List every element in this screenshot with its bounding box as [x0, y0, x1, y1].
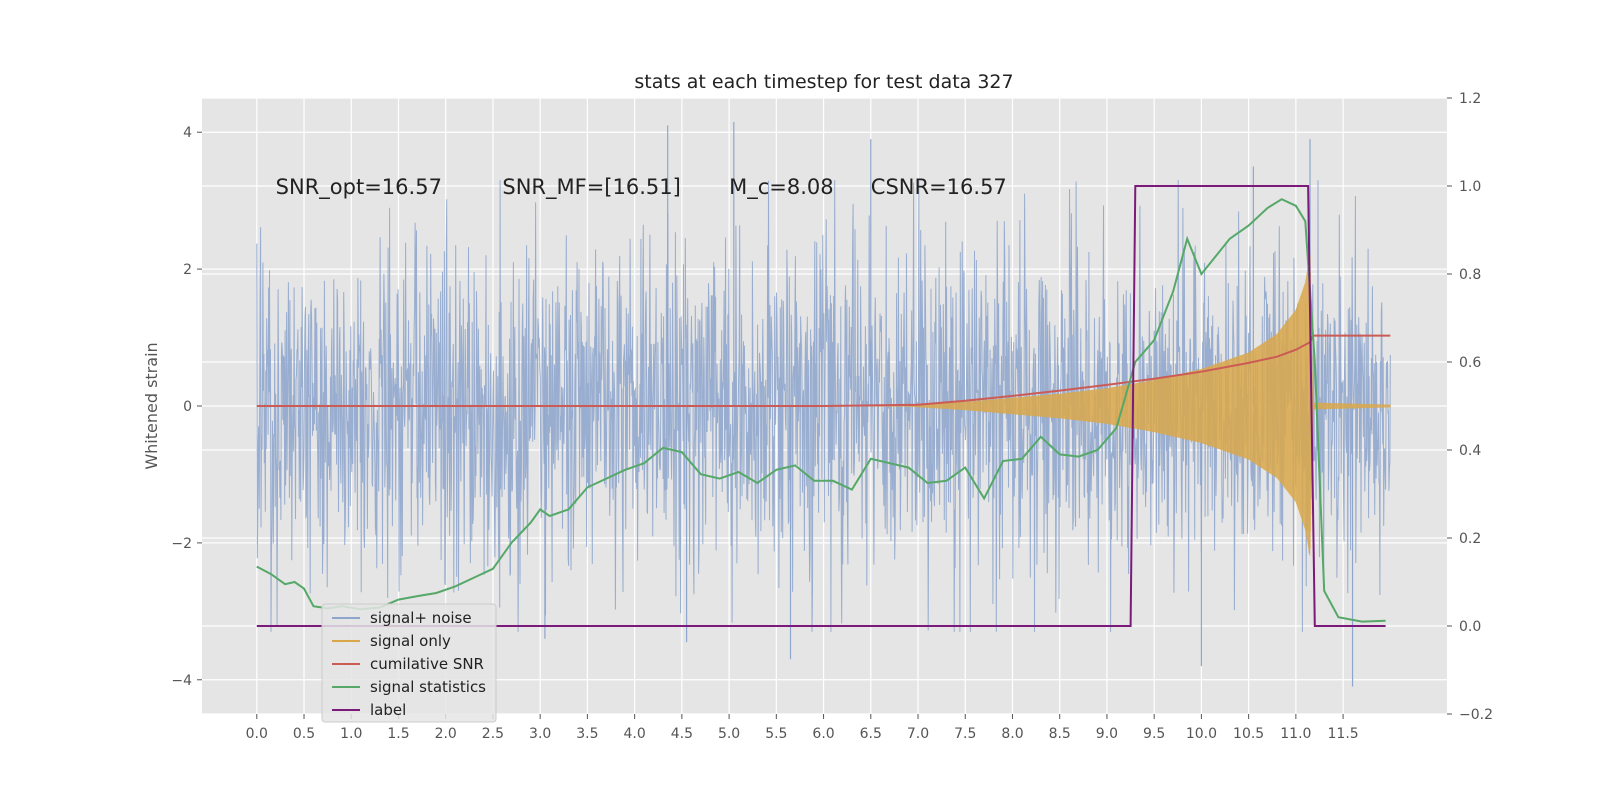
- x-tick-label-6: 3.0: [529, 726, 551, 742]
- x-tick-label-1: 0.5: [293, 726, 315, 742]
- y2-tick-label-2: 0.2: [1459, 531, 1481, 547]
- x-tick-label-0: 0.0: [246, 726, 268, 742]
- y2-tick-label-4: 0.6: [1459, 355, 1481, 371]
- chart-title: stats at each timestep for test data 327: [634, 71, 1013, 93]
- legend: signal+ noise signal only cumilative SNR si…: [321, 603, 497, 723]
- x-tick-label-23: 11.5: [1328, 726, 1359, 742]
- x-tick-label-8: 4.0: [623, 726, 645, 742]
- annotation-3: CSNR=16.57: [871, 175, 1007, 199]
- y2-tick-label-6: 1.0: [1459, 179, 1481, 195]
- x-tick-label-17: 8.5: [1049, 726, 1071, 742]
- x-tick-label-22: 11.0: [1280, 726, 1311, 742]
- y-tick-label-0: −4: [171, 673, 192, 689]
- x-tick-label-21: 10.5: [1233, 726, 1264, 742]
- x-tick-label-12: 6.0: [812, 726, 834, 742]
- x-tick-label-9: 4.5: [671, 726, 693, 742]
- annotation-2: M_c=8.08: [729, 175, 834, 200]
- x-tick-label-19: 9.5: [1143, 726, 1165, 742]
- x-tick-label-13: 6.5: [860, 726, 882, 742]
- annotations: SNR_opt=16.57 SNR_MF=[16.51] M_c=8.08 CSNR=…: [276, 175, 1007, 200]
- y2-tick-label-7: 1.2: [1459, 91, 1481, 107]
- axes: 0.0 0.5 1.0 1.5 2.0 2.5 3.0 3.5 4.0 4.5 5.0 5.5 6.0 6…: [171, 91, 1493, 742]
- y-tick-label-4: 4: [183, 125, 192, 141]
- x-tick-label-16: 8.0: [1001, 726, 1023, 742]
- x-tick-label-2: 1.0: [340, 726, 362, 742]
- x-tick-label-20: 10.0: [1186, 726, 1217, 742]
- x-tick-label-10: 5.0: [718, 726, 740, 742]
- y2-tick-label-3: 0.4: [1459, 443, 1481, 459]
- y-tick-label-2: 0: [183, 399, 192, 415]
- y2-tick-label-5: 0.8: [1459, 267, 1481, 283]
- legend-entry-0: signal+ noise: [370, 609, 472, 627]
- x-tick-label-7: 3.5: [576, 726, 598, 742]
- legend-entry-3: signal statistics: [370, 678, 486, 696]
- legend-entry-2: cumilative SNR: [370, 655, 484, 673]
- x-tick-label-15: 7.5: [954, 726, 976, 742]
- series-label: [256, 185, 1386, 627]
- annotation-1: SNR_MF=[16.51]: [502, 175, 680, 200]
- legend-entry-4: label: [370, 701, 406, 719]
- y-tick-label-3: 2: [183, 262, 192, 278]
- series-cumulative-snr: [256, 334, 1391, 407]
- y-tick-label-1: −2: [171, 536, 192, 552]
- y2-tick-label-0: −0.2: [1459, 707, 1493, 723]
- x-tick-label-4: 2.0: [435, 726, 457, 742]
- x-tick-label-5: 2.5: [482, 726, 504, 742]
- x-tick-label-14: 7.0: [907, 726, 929, 742]
- x-tick-label-18: 9.0: [1096, 726, 1118, 742]
- series-signal-statistics: [256, 198, 1386, 623]
- series-layer: [256, 121, 1391, 687]
- legend-entry-1: signal only: [370, 632, 451, 650]
- legend-box: [321, 603, 497, 723]
- y2-tick-label-1: 0.0: [1459, 619, 1481, 635]
- x-tick-label-3: 1.5: [387, 726, 409, 742]
- y-axis-label: Whitened strain: [142, 342, 161, 469]
- annotation-0: SNR_opt=16.57: [276, 175, 442, 200]
- x-tick-label-11: 5.5: [765, 726, 787, 742]
